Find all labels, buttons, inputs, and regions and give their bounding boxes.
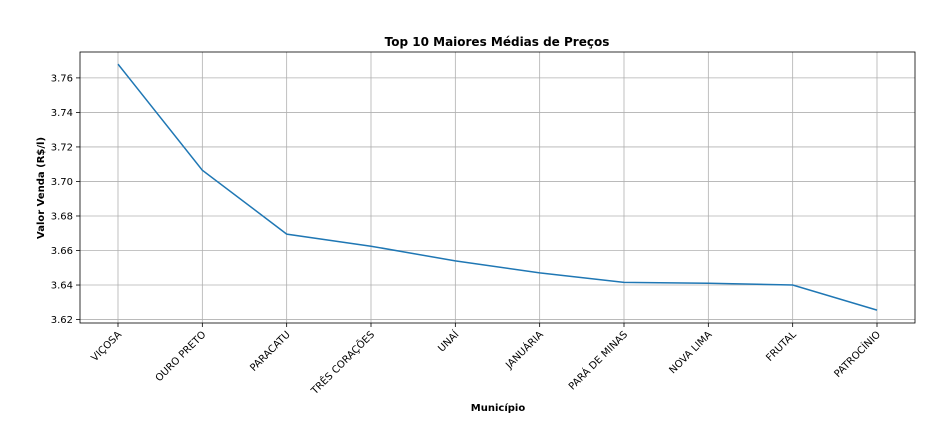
x-tick-label: VIÇOSA xyxy=(89,329,124,364)
y-tick-label: 3.70 xyxy=(51,177,73,188)
y-tick-label: 3.74 xyxy=(51,108,73,119)
x-tick-label: PATROCÍNIO xyxy=(831,328,883,380)
x-tick-label: NOVA LIMA xyxy=(668,329,715,376)
y-tick-label: 3.66 xyxy=(51,246,73,257)
series-line xyxy=(117,63,878,311)
y-tick-label: 3.76 xyxy=(51,73,73,84)
x-tick-label: UNAÍ xyxy=(435,328,462,355)
axis-ticks: 3.62 3.64 3.66 3.68 3.70 3.72 3.74 3.76 VIÇOSA OU… xyxy=(51,73,883,397)
y-tick-label: 3.62 xyxy=(51,315,73,326)
x-tick-label: PARÁ DE MINAS xyxy=(566,328,631,393)
x-tick-label: PARACATU xyxy=(248,329,292,373)
x-axis-title: Município xyxy=(471,402,526,414)
plot-frame xyxy=(79,51,916,324)
y-tick-label: 3.64 xyxy=(51,281,73,292)
x-tick-label: FRUTAL xyxy=(764,329,799,364)
y-tick-label: 3.68 xyxy=(51,211,73,222)
x-tick-label: JANUÁRIA xyxy=(502,328,546,372)
y-axis-title: Valor Venda (R$/l) xyxy=(36,137,47,239)
grid xyxy=(80,52,915,323)
chart-title: Top 10 Maiores Médias de Preços xyxy=(385,35,610,49)
x-tick-label: TRÊS CORAÇÕES xyxy=(307,328,377,398)
series-layer xyxy=(117,63,878,311)
x-tick-label: OURO PRETO xyxy=(154,329,209,384)
y-tick-label: 3.72 xyxy=(51,142,73,153)
